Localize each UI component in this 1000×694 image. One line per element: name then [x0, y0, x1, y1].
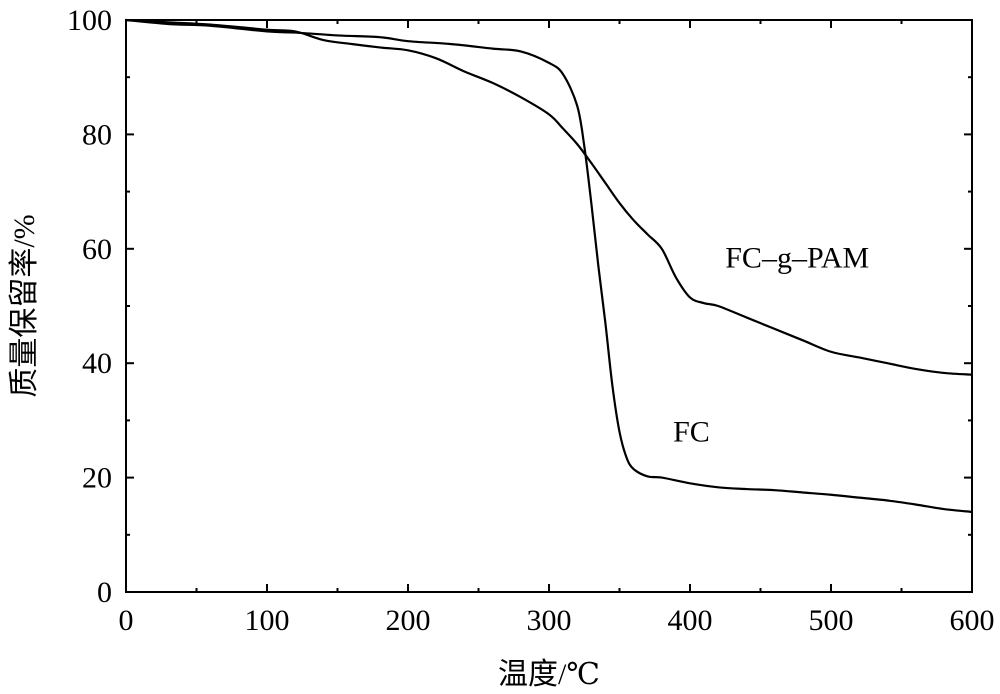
y-axis-title: 质量保留率/%	[8, 214, 41, 397]
x-tick-label: 200	[386, 604, 431, 637]
x-tick-label: 600	[950, 604, 995, 637]
series-line-0	[125, 18, 973, 376]
x-tick-labels: 0 100 200 300 400 500 600	[119, 604, 995, 637]
y-tick-label: 80	[82, 118, 112, 151]
y-tick-labels: 0 20 40 60 80 100	[67, 4, 112, 609]
series-label-0: FC–g–PAM	[725, 242, 869, 275]
y-tick-label: 100	[67, 4, 112, 37]
x-axis-title: 温度/℃	[498, 658, 600, 691]
x-tick-label: 0	[119, 604, 134, 637]
series-line-1	[125, 18, 973, 514]
series-lines	[125, 18, 973, 514]
series-label-1: FC	[673, 416, 710, 449]
y-tick-label: 40	[82, 347, 112, 380]
plot-frame	[125, 19, 973, 593]
x-tick-label: 400	[668, 604, 713, 637]
y-tick-label: 20	[82, 462, 112, 495]
x-tick-label: 100	[245, 604, 290, 637]
x-tick-label: 300	[527, 604, 572, 637]
series-labels: FC–g–PAM FC	[673, 242, 869, 449]
y-tick-label: 0	[97, 576, 112, 609]
x-tick-label: 500	[809, 604, 854, 637]
tick-marks	[125, 19, 973, 593]
y-tick-label: 60	[82, 233, 112, 266]
